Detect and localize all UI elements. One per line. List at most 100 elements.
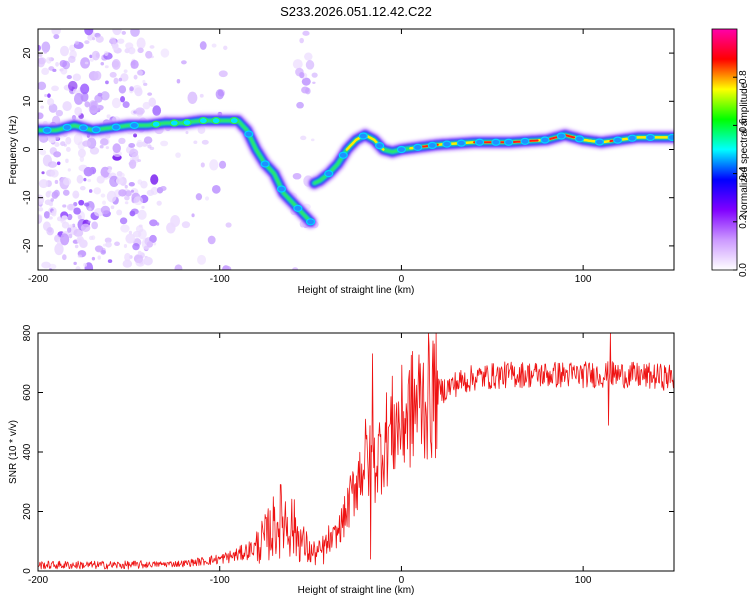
noise-blob xyxy=(38,57,45,68)
noise-blob xyxy=(104,50,109,57)
noise-blob xyxy=(211,43,217,48)
noise-blob xyxy=(100,205,111,215)
noise-blob xyxy=(72,88,78,94)
snr-panel: -200 -100 0 100 0 200 400 600 800 Height of str… xyxy=(8,324,675,596)
noise-blob xyxy=(89,54,93,59)
noise-blob xyxy=(292,267,299,270)
ridge-knot xyxy=(211,116,221,125)
noise-blob xyxy=(74,193,79,198)
noise-blob xyxy=(135,107,145,115)
spectrogram-y-tick-label: 10 xyxy=(22,95,33,107)
noise-blob xyxy=(148,97,157,107)
noise-blob xyxy=(38,194,45,205)
noise-blob xyxy=(93,187,102,195)
ridge-knot xyxy=(594,138,605,146)
noise-blob xyxy=(160,48,170,58)
noise-blob xyxy=(125,190,132,197)
noise-blob xyxy=(301,77,311,86)
noise-blob xyxy=(100,166,110,178)
noise-blob xyxy=(100,61,105,66)
noise-blob xyxy=(143,136,153,144)
noise-blob xyxy=(89,235,94,241)
noise-blob xyxy=(121,30,127,35)
noise-blob xyxy=(51,29,61,36)
noise-blob xyxy=(146,241,154,248)
noise-blob xyxy=(114,241,120,246)
noise-blob xyxy=(88,189,93,193)
noise-blob xyxy=(123,69,128,73)
spectrogram-y-tick-label: -10 xyxy=(22,190,33,205)
noise-blob xyxy=(299,37,304,44)
noise-blob xyxy=(207,235,216,245)
ridge-knot xyxy=(293,204,303,212)
noise-blob xyxy=(43,51,48,54)
noise-blob xyxy=(142,79,146,84)
noise-blob xyxy=(76,235,84,245)
ridge-knot xyxy=(427,141,437,150)
ridge-knot xyxy=(442,140,452,148)
noise-blob xyxy=(130,29,140,37)
noise-blob xyxy=(223,45,228,51)
ridge-knot xyxy=(169,119,179,127)
noise-blob xyxy=(95,52,100,58)
ridge-knot xyxy=(520,137,530,145)
noise-blob xyxy=(52,68,57,73)
noise-blob xyxy=(66,227,72,233)
noise-blob xyxy=(300,135,307,141)
noise-blob xyxy=(62,177,72,186)
ridge-knot xyxy=(413,143,423,151)
snr-x-tick-label: -200 xyxy=(28,575,48,586)
noise-blob xyxy=(60,141,66,147)
noise-blob xyxy=(82,140,92,147)
colorbar-tick-label: 0.6 xyxy=(738,118,749,132)
noise-blob xyxy=(68,224,74,229)
noise-blob xyxy=(143,256,153,266)
noise-blob xyxy=(156,200,162,206)
snr-x-ticks: -200 -100 0 100 xyxy=(28,333,592,586)
noise-blob xyxy=(292,172,302,180)
snr-y-label: SNR (10 * v/v) xyxy=(8,420,19,484)
noise-blob xyxy=(199,93,204,98)
noise-blob xyxy=(113,77,119,85)
noise-blob xyxy=(112,39,117,45)
ridge-knot xyxy=(78,124,89,132)
noise-blob xyxy=(117,174,122,179)
noise-blob xyxy=(137,159,142,163)
colorbar-tick-label: 0.4 xyxy=(738,166,749,180)
ridge-knot xyxy=(574,135,585,143)
noise-blob xyxy=(137,47,144,54)
noise-blob xyxy=(62,101,72,112)
noise-blob xyxy=(99,145,104,149)
noise-blob xyxy=(304,52,313,61)
noise-blob xyxy=(95,35,104,43)
noise-blob xyxy=(44,93,48,97)
noise-blob xyxy=(40,105,45,109)
noise-blob xyxy=(160,186,167,191)
noise-blob xyxy=(53,151,62,158)
noise-blob xyxy=(74,40,80,45)
noise-blob xyxy=(92,149,96,154)
noise-blob xyxy=(296,101,304,109)
noise-blob xyxy=(38,53,43,58)
noise-blob xyxy=(215,89,224,100)
noise-blob xyxy=(38,112,44,120)
noise-blob xyxy=(38,214,43,222)
noise-blob xyxy=(86,201,95,212)
noise-blob xyxy=(142,101,151,110)
noise-blob xyxy=(65,158,69,164)
noise-blob xyxy=(87,179,92,183)
noise-blob xyxy=(112,29,122,36)
ridge-knot xyxy=(504,138,514,146)
snr-x-tick-label: 0 xyxy=(399,575,405,586)
noise-blob xyxy=(133,74,138,80)
snr-y-tick-label: 200 xyxy=(22,503,33,520)
spectrogram-x-ticks: -200 -100 0 100 xyxy=(28,29,592,285)
noise-blob xyxy=(132,243,140,251)
ridge-knot xyxy=(491,138,501,146)
noise-blob xyxy=(100,91,110,101)
noise-blob xyxy=(68,55,76,63)
noise-blob xyxy=(50,169,59,178)
noise-blob xyxy=(137,209,147,220)
